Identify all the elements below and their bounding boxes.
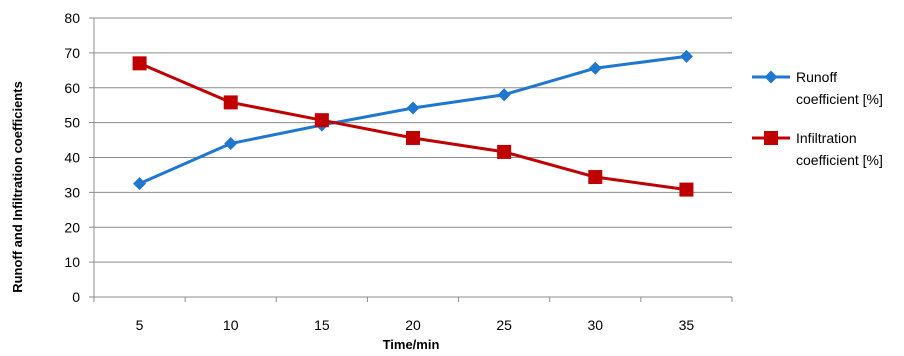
data-point-square	[588, 170, 603, 185]
data-point-square	[223, 95, 238, 110]
series-2	[132, 56, 694, 197]
series-layer	[132, 49, 694, 197]
x-tick-label: 35	[679, 317, 695, 333]
y-tick-label: 20	[64, 219, 80, 235]
legend-label: Infiltration	[796, 130, 857, 146]
x-tick-label: 5	[136, 317, 144, 333]
legend-marker-square	[764, 131, 778, 145]
legend-label: Runoff	[796, 69, 837, 85]
y-tick-label: 80	[64, 10, 80, 26]
x-tick-label: 15	[314, 317, 330, 333]
x-tick-label: 30	[587, 317, 603, 333]
legend-marker-diamond	[764, 70, 778, 84]
legend-label: coefficient [%]	[796, 152, 883, 168]
legend-entry-1: Runoff coefficient [%]	[752, 69, 883, 107]
x-tick-label: 20	[405, 317, 421, 333]
data-point-diamond	[679, 49, 693, 63]
data-point-square	[679, 182, 694, 197]
y-tick-label: 70	[64, 45, 80, 61]
y-axis-title: Runoff and Infiltration coefficients	[10, 81, 25, 293]
y-tick-label: 60	[64, 80, 80, 96]
y-tick-label: 50	[64, 115, 80, 131]
axes	[89, 17, 733, 302]
y-tick-label: 40	[64, 150, 80, 166]
series-line	[138, 54, 687, 186]
data-point-square	[406, 130, 420, 145]
data-point-square	[314, 113, 329, 128]
y-tick-label: 10	[64, 254, 80, 270]
data-point-square	[132, 56, 147, 71]
y-tick-label: 0	[72, 289, 80, 305]
data-point-diamond	[224, 137, 238, 151]
legend-label: coefficient [%]	[796, 91, 883, 107]
legend: Runoff coefficient [%] Infiltration coeffic…	[752, 69, 883, 168]
series-1	[133, 49, 693, 191]
x-axis-title: Time/min	[383, 337, 440, 352]
x-tick-labels: 5 10 15 20 25 30 35	[136, 317, 695, 333]
y-tick-labels: 0 10 20 30 40 50 60 70 80	[64, 10, 80, 305]
data-point-diamond	[133, 177, 147, 191]
y-tick-label: 30	[64, 184, 80, 200]
data-point-diamond	[406, 101, 420, 115]
data-point-diamond	[497, 88, 511, 102]
data-point-diamond	[588, 61, 602, 75]
legend-entry-2: Infiltration coefficient [%]	[752, 130, 883, 168]
x-tick-label: 10	[223, 317, 239, 333]
data-point-square	[497, 144, 512, 159]
series-line	[138, 61, 687, 192]
x-tick-label: 25	[496, 317, 512, 333]
